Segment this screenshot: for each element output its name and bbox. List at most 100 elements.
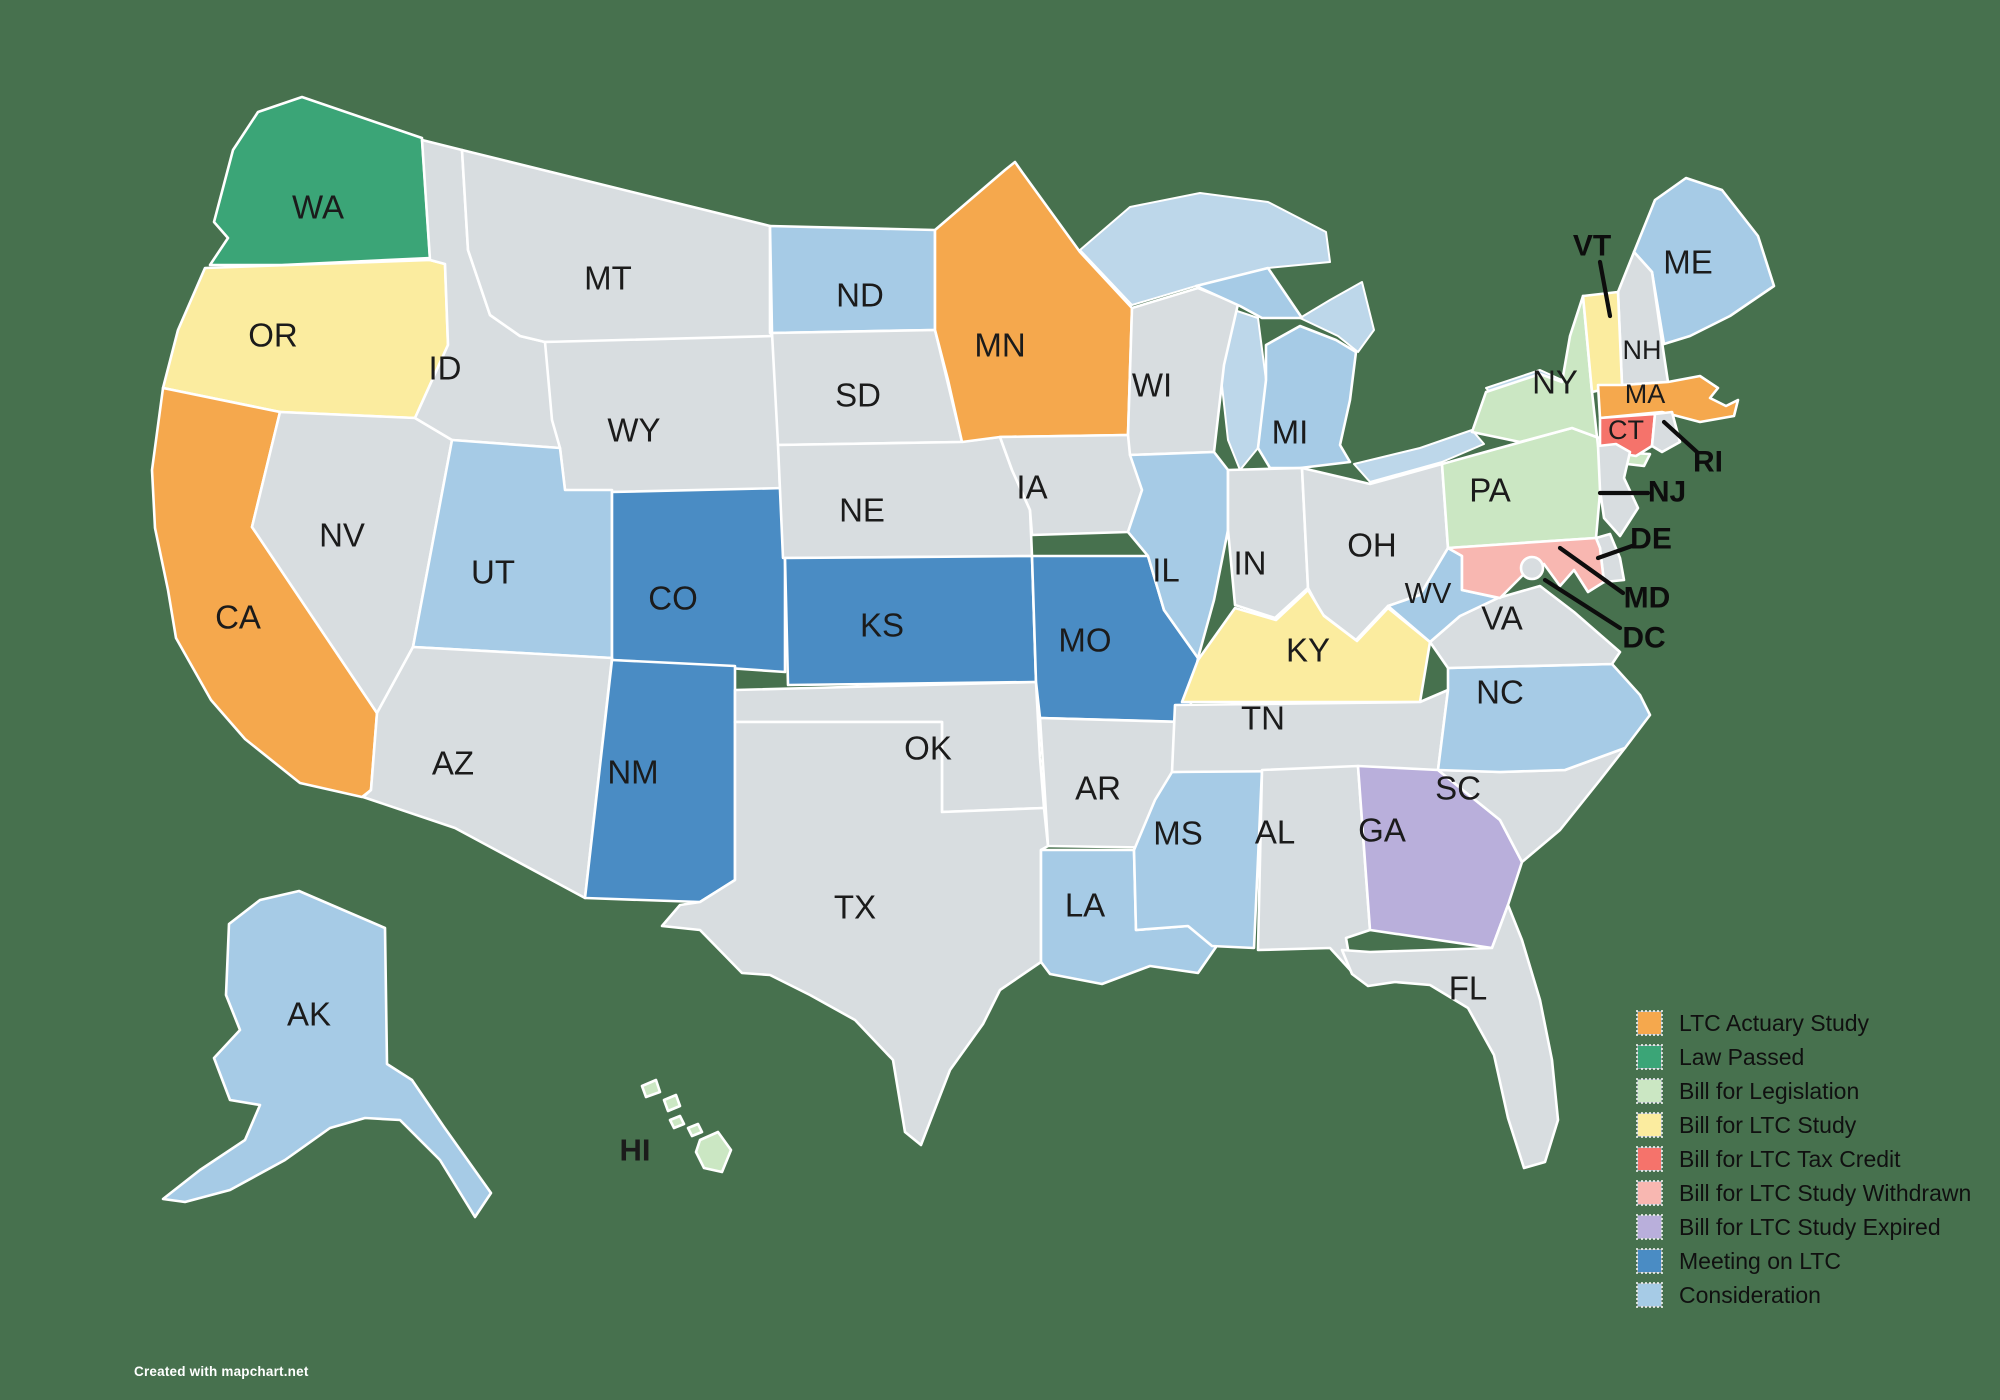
legend-label: LTC Actuary Study bbox=[1679, 1009, 1870, 1036]
state-IN[interactable] bbox=[1226, 466, 1310, 620]
state-label-IL: IL bbox=[1152, 552, 1180, 589]
state-label-CO: CO bbox=[648, 580, 698, 617]
state-CO[interactable] bbox=[610, 486, 787, 674]
legend-item-bill_legislation: Bill for Legislation bbox=[1636, 1074, 1971, 1108]
legend-label: Consideration bbox=[1679, 1281, 1821, 1308]
callout-label-DE: DE bbox=[1630, 523, 1672, 556]
state-label-WA: WA bbox=[292, 189, 344, 226]
state-RI[interactable] bbox=[1650, 410, 1682, 454]
state-NC[interactable] bbox=[1436, 662, 1652, 774]
callout-line-DC bbox=[1542, 577, 1623, 631]
legend-swatch-consideration bbox=[1636, 1282, 1663, 1308]
state-label-KS: KS bbox=[860, 607, 904, 644]
state-label-SD: SD bbox=[835, 377, 881, 414]
legend-label: Bill for Legislation bbox=[1679, 1077, 1860, 1104]
state-label-ID: ID bbox=[429, 350, 462, 387]
state-label-HI: HI bbox=[620, 1133, 651, 1168]
legend: LTC Actuary Study Law Passed Bill for Legi… bbox=[1636, 1006, 1972, 1312]
state-HI[interactable] bbox=[640, 1078, 733, 1174]
state-MN[interactable] bbox=[933, 160, 1134, 444]
state-MI[interactable] bbox=[1194, 266, 1358, 470]
legend-item-meeting: Meeting on LTC bbox=[1636, 1244, 1971, 1278]
legend-swatch-law_passed bbox=[1636, 1044, 1663, 1070]
lake-superior bbox=[1079, 192, 1331, 306]
state-label-NY: NY bbox=[1532, 364, 1578, 401]
legend-label: Bill for LTC Tax Credit bbox=[1679, 1145, 1901, 1172]
state-label-NE: NE bbox=[839, 492, 885, 529]
lake-erie bbox=[1353, 429, 1485, 483]
state-label-TN: TN bbox=[1241, 700, 1285, 737]
state-AZ[interactable] bbox=[361, 645, 614, 900]
callout-line-DE bbox=[1595, 543, 1635, 561]
state-WY[interactable] bbox=[543, 334, 782, 494]
legend-label: Bill for LTC Study Withdrawn bbox=[1679, 1179, 1972, 1206]
state-label-SC: SC bbox=[1435, 770, 1481, 807]
legend-swatch-bill_legislation bbox=[1636, 1078, 1663, 1104]
state-label-OK: OK bbox=[904, 730, 952, 767]
legend-label: Meeting on LTC bbox=[1679, 1247, 1841, 1274]
attribution: Created with mapchart.net bbox=[134, 1364, 309, 1379]
legend-label: Bill for LTC Study Expired bbox=[1679, 1213, 1941, 1240]
legend-swatch-meeting bbox=[1636, 1248, 1663, 1274]
lake-huron bbox=[1299, 281, 1375, 353]
state-KY[interactable] bbox=[1180, 588, 1432, 704]
state-label-VA: VA bbox=[1481, 600, 1523, 637]
state-label-MT: MT bbox=[584, 260, 632, 297]
state-FL[interactable] bbox=[1340, 903, 1560, 1170]
state-label-PA: PA bbox=[1469, 472, 1511, 509]
state-label-KY: KY bbox=[1286, 632, 1330, 669]
state-label-UT: UT bbox=[471, 554, 515, 591]
state-label-ND: ND bbox=[836, 277, 884, 314]
state-label-NH: NH bbox=[1623, 335, 1662, 365]
state-label-LA: LA bbox=[1065, 887, 1105, 924]
callout-label-MD: MD bbox=[1624, 582, 1671, 615]
state-KS[interactable] bbox=[783, 554, 1038, 687]
state-label-AR: AR bbox=[1075, 770, 1121, 807]
callout-label-DC: DC bbox=[1622, 622, 1665, 655]
state-label-MS: MS bbox=[1153, 815, 1203, 852]
state-label-ME: ME bbox=[1663, 244, 1713, 281]
state-label-IN: IN bbox=[1234, 545, 1267, 582]
state-OR[interactable] bbox=[161, 258, 450, 420]
state-MS[interactable] bbox=[1132, 768, 1264, 950]
state-label-AL: AL bbox=[1255, 814, 1295, 851]
state-NE[interactable] bbox=[776, 435, 1034, 560]
state-WA[interactable] bbox=[208, 95, 432, 267]
state-label-WY: WY bbox=[607, 412, 660, 449]
state-label-OH: OH bbox=[1347, 527, 1397, 564]
state-AL[interactable] bbox=[1256, 764, 1372, 974]
state-label-TX: TX bbox=[834, 889, 876, 926]
state-label-AK: AK bbox=[287, 996, 331, 1033]
callout-line-MD bbox=[1557, 545, 1626, 596]
callout-label-NJ: NJ bbox=[1648, 476, 1686, 509]
state-AK[interactable] bbox=[161, 889, 493, 1219]
state-DC[interactable] bbox=[1519, 555, 1545, 581]
state-NJ[interactable] bbox=[1596, 442, 1640, 538]
state-MT[interactable] bbox=[460, 148, 777, 344]
legend-item-study_withdrawn: Bill for LTC Study Withdrawn bbox=[1636, 1176, 1972, 1210]
state-label-MN: MN bbox=[974, 327, 1025, 364]
state-label-AZ: AZ bbox=[432, 745, 474, 782]
legend-item-actuary: LTC Actuary Study bbox=[1636, 1006, 1971, 1040]
legend-item-study_expired: Bill for LTC Study Expired bbox=[1636, 1210, 1971, 1244]
state-label-MI: MI bbox=[1272, 414, 1309, 451]
legend-swatch-bill_study bbox=[1636, 1112, 1663, 1138]
callout-label-RI: RI bbox=[1693, 446, 1723, 479]
legend-label: Bill for LTC Study bbox=[1679, 1111, 1857, 1138]
callout-label-VT: VT bbox=[1573, 230, 1611, 263]
state-label-CA: CA bbox=[215, 599, 261, 636]
state-label-WI: WI bbox=[1132, 367, 1172, 404]
state-label-MO: MO bbox=[1058, 622, 1111, 659]
legend-swatch-study_expired bbox=[1636, 1214, 1663, 1240]
legend-swatch-study_withdrawn bbox=[1636, 1180, 1663, 1206]
state-label-GA: GA bbox=[1358, 812, 1406, 849]
legend-label: Law Passed bbox=[1679, 1043, 1805, 1070]
state-label-NM: NM bbox=[607, 754, 658, 791]
legend-item-consideration: Consideration bbox=[1636, 1278, 1971, 1312]
state-AR[interactable] bbox=[1038, 716, 1182, 850]
state-label-CT: CT bbox=[1608, 415, 1644, 445]
state-label-OR: OR bbox=[248, 317, 298, 354]
legend-item-tax_credit: Bill for LTC Tax Credit bbox=[1636, 1142, 1971, 1176]
